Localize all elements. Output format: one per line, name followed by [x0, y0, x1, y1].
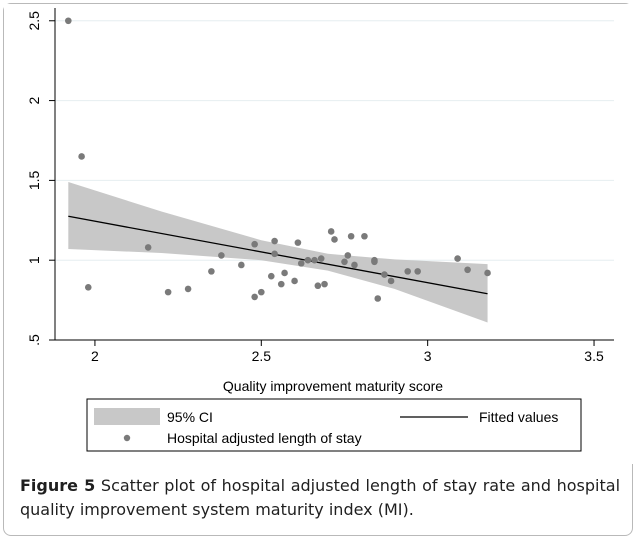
data-point-36 [387, 277, 395, 285]
data-point-1 [78, 153, 85, 160]
data-point-22 [314, 282, 322, 290]
data-point-23 [317, 255, 325, 262]
legend-scatter-label: Hospital adjusted length of stay [167, 430, 362, 446]
data-point-15 [277, 280, 285, 288]
data-point-8 [238, 261, 245, 269]
caption-text: Scatter plot of hospital adjusted length… [20, 476, 621, 519]
legend-fit-label: Fitted values [479, 409, 558, 425]
data-point-3 [144, 244, 152, 251]
data-point-40 [464, 266, 471, 274]
data-point-12 [267, 272, 275, 280]
data-point-11 [257, 288, 265, 296]
data-point-30 [351, 261, 358, 269]
data-point-18 [294, 239, 302, 246]
fit-line-layer [68, 215, 488, 295]
y-tick-label-3: 2 [26, 96, 42, 104]
data-point-33 [371, 258, 378, 266]
data-point-24 [321, 280, 328, 288]
points-layer [65, 17, 491, 302]
x-tick-label-0: 2 [91, 348, 99, 364]
data-point-13 [271, 237, 278, 245]
y-tick-label-2: 1.5 [26, 170, 42, 190]
data-point-28 [344, 252, 352, 259]
y-tick-label-0: .5 [26, 334, 42, 346]
x-tick-label-1: 2.5 [252, 348, 272, 364]
legend: 95% CI Fitted values Hospital adjusted l… [86, 398, 582, 452]
data-point-31 [361, 232, 368, 240]
x-axis-label: Quality improvement maturity score [223, 378, 443, 394]
scatter-plot: 2 2.5 3 3.5 .5 1 1.5 2 2.5 Quality improvement … [4, 4, 634, 464]
legend-box [86, 398, 582, 452]
data-point-4 [164, 288, 172, 296]
data-point-34 [374, 295, 382, 302]
legend-ci-label: 95% CI [167, 409, 213, 425]
data-point-41 [484, 269, 491, 277]
x-tick-label-2: 3 [424, 348, 432, 364]
data-point-26 [331, 236, 338, 243]
data-point-21 [311, 256, 318, 264]
x-tick-label-3: 3.5 [584, 348, 604, 364]
data-point-5 [184, 285, 192, 293]
legend-point-swatch [123, 434, 131, 442]
data-point-16 [281, 269, 288, 277]
data-point-27 [341, 258, 348, 266]
data-point-19 [297, 260, 305, 267]
data-point-20 [304, 256, 312, 264]
data-point-7 [218, 252, 225, 259]
y-ticks: .5 1 1.5 2 2.5 [26, 11, 55, 346]
data-point-37 [404, 268, 412, 275]
ci-band [68, 181, 488, 323]
data-point-14 [271, 250, 278, 258]
data-point-39 [454, 255, 461, 262]
data-point-17 [291, 277, 298, 285]
data-point-29 [347, 232, 355, 240]
data-point-38 [414, 268, 421, 275]
data-point-0 [65, 17, 72, 25]
data-point-10 [251, 293, 258, 301]
axes [54, 8, 614, 341]
x-ticks: 2 2.5 3 3.5 [91, 340, 604, 364]
legend-ci-swatch [94, 408, 160, 425]
ci-band-layer [68, 181, 488, 323]
y-tick-label-1: 1 [26, 256, 42, 264]
y-tick-label-4: 2.5 [26, 11, 42, 31]
data-point-6 [208, 268, 215, 275]
data-point-9 [251, 240, 258, 248]
data-point-35 [381, 271, 388, 278]
fitted-line [68, 215, 488, 295]
data-point-25 [327, 228, 335, 235]
data-point-2 [84, 284, 92, 291]
figure-caption: Figure 5 Scatter plot of hospital adjust… [20, 474, 620, 522]
caption-label: Figure 5 [20, 476, 96, 495]
